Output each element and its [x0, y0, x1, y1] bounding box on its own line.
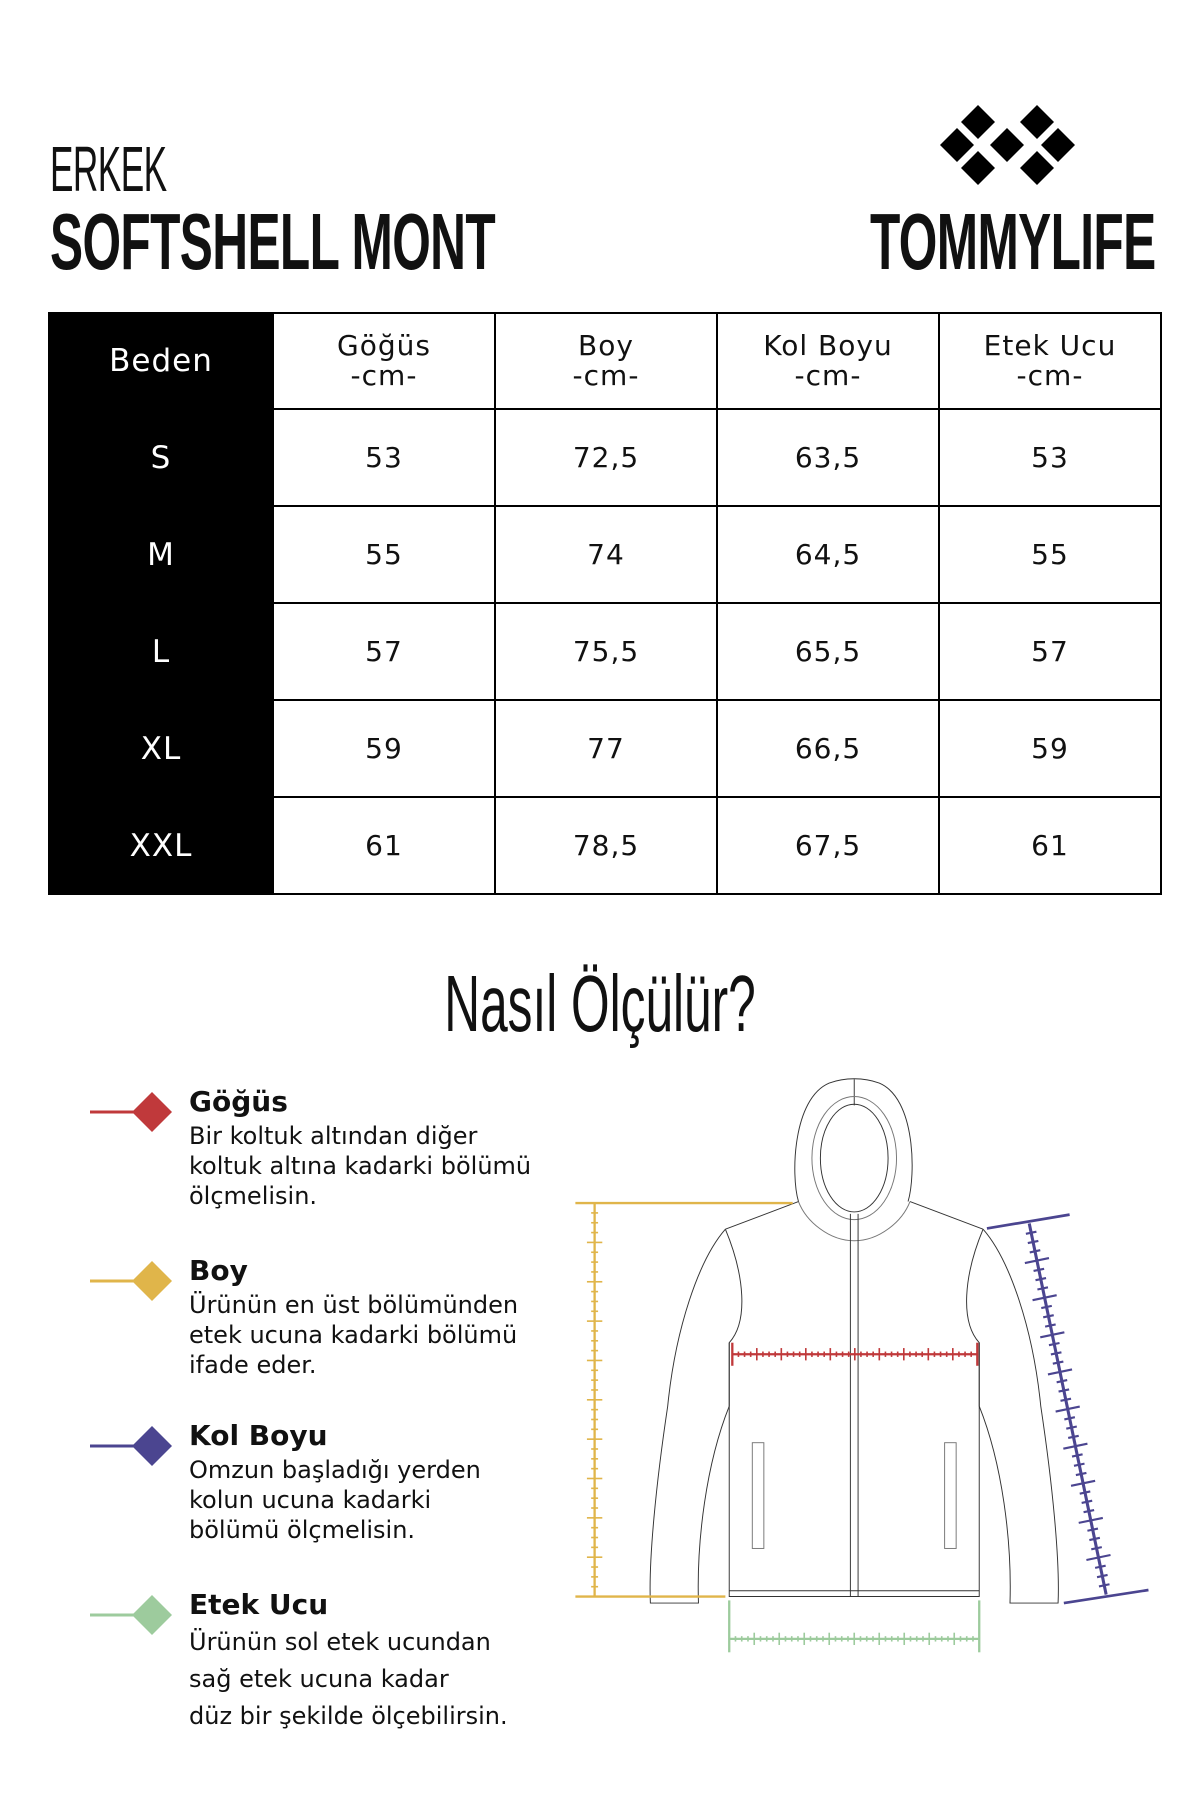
brand-logo-icon — [940, 105, 1075, 185]
kol-ruler-tick — [1078, 1516, 1104, 1524]
kol-ruler-tick — [1024, 1257, 1050, 1265]
value-cell: 63,5 — [716, 408, 940, 507]
value-cell: 53 — [938, 408, 1162, 507]
kol-ruler-tick — [1087, 1527, 1099, 1532]
value-cell: 61 — [938, 796, 1162, 895]
kol-ruler-tick — [1033, 1267, 1045, 1273]
kol-ruler-tick — [1071, 1453, 1083, 1458]
table-header-row: Beden Göğüs -cm- Boy -cm- Kol Boyu -cm- Ete… — [48, 312, 1162, 410]
value-cell: 67,5 — [716, 796, 940, 895]
size-cell: M — [48, 505, 274, 604]
legend-heading: Etek Ucu — [189, 1588, 329, 1621]
kol-ruler-tick — [1070, 1479, 1096, 1487]
value-cell: 59 — [272, 699, 496, 798]
legend-text: Bir koltuk altından diğer koltuk altına k… — [189, 1122, 532, 1210]
kol-ruler-tick — [1094, 1564, 1106, 1569]
kol-ruler-tick — [1042, 1314, 1054, 1319]
page-title: SOFTSHELL MONT — [50, 197, 496, 286]
table-row: L 57 75,5 65,5 57 — [48, 602, 1162, 701]
guide-title: Nasıl Ölçülür? — [444, 959, 756, 1048]
kol-ruler-tick — [1032, 1294, 1057, 1302]
legend-text: Omzun başladığı yerden kolun ucuna kadark… — [189, 1456, 481, 1544]
subtitle: ERKEK — [50, 133, 167, 205]
kol-ruler-tick — [1063, 1442, 1088, 1450]
kol-ruler-tick — [1098, 1583, 1110, 1588]
kol-ruler-tick — [1081, 1499, 1093, 1504]
kol-ruler-tick — [1075, 1471, 1087, 1477]
kol-ruler-tick — [1096, 1573, 1108, 1579]
kol-ruler-tick — [1091, 1546, 1103, 1551]
kol-ruler-tick — [1035, 1276, 1047, 1282]
kol-ruler-tick — [1060, 1397, 1072, 1402]
red-diamond-marker-icon — [90, 1092, 172, 1132]
kol-ruler-tick — [1037, 1286, 1049, 1291]
value-cell: 77 — [494, 699, 718, 798]
kol-ruler-tick — [1044, 1323, 1056, 1328]
jacket-outline — [649, 1078, 1059, 1604]
table-row: XXL 61 78,5 67,5 61 — [48, 796, 1162, 895]
column-header: Göğüs -cm- — [272, 312, 496, 410]
legend-heading: Göğüs — [189, 1085, 288, 1118]
kol-bottom-cap — [1063, 1588, 1149, 1605]
kol-top-cap — [986, 1213, 1070, 1230]
size-cell: S — [48, 408, 274, 507]
kol-ruler-tick — [1048, 1341, 1060, 1347]
kol-ruler-tick — [1027, 1239, 1039, 1245]
kol-ruler-tick — [1052, 1360, 1064, 1365]
value-cell: 57 — [938, 602, 1162, 701]
kol-ruler-tick — [1040, 1331, 1065, 1339]
legend-text: Ürünün sol etek ucundan sağ etek ucuna ka… — [189, 1628, 508, 1730]
kol-ruler-tick — [1058, 1388, 1070, 1393]
kol-ruler-tick — [1025, 1230, 1037, 1235]
value-cell: 72,5 — [494, 408, 718, 507]
size-cell: XXL — [48, 796, 274, 895]
kol-ruler-tick — [1029, 1249, 1041, 1254]
legend-text: Ürünün en üst bölümünden etek ucuna kadar… — [189, 1291, 519, 1379]
value-cell: 66,5 — [716, 699, 940, 798]
column-header: Etek Ucu -cm- — [938, 312, 1162, 410]
green-diamond-marker-icon — [90, 1595, 172, 1635]
kol-ruler-tick — [1056, 1379, 1068, 1384]
brand-name: TOMMYLIFE — [870, 197, 1156, 286]
value-cell: 55 — [272, 505, 496, 604]
kol-ruler-tick — [1066, 1425, 1078, 1430]
value-cell: 53 — [272, 408, 496, 507]
size-cell: XL — [48, 699, 274, 798]
kol-ruler-tick — [1079, 1490, 1091, 1495]
value-cell: 57 — [272, 602, 496, 701]
legend-heading: Kol Boyu — [189, 1419, 328, 1452]
size-table: Beden Göğüs -cm- Boy -cm- Kol Boyu -cm- Ete… — [48, 312, 1162, 895]
value-cell: 61 — [272, 796, 496, 895]
kol-ruler-tick — [1064, 1416, 1076, 1421]
column-header: Kol Boyu -cm- — [716, 312, 940, 410]
value-cell: 55 — [938, 505, 1162, 604]
value-cell: 74 — [494, 505, 718, 604]
kol-ruler-tick — [1089, 1536, 1101, 1542]
value-cell: 64,5 — [716, 505, 940, 604]
kol-ruler-tick — [1067, 1434, 1079, 1440]
value-cell: 65,5 — [716, 602, 940, 701]
table-row: S 53 72,5 63,5 53 — [48, 408, 1162, 507]
value-cell: 78,5 — [494, 796, 718, 895]
kol-ruler-tick — [1083, 1508, 1095, 1514]
value-cell: 75,5 — [494, 602, 718, 701]
kol-ruler-tick — [1086, 1553, 1111, 1562]
kol-ruler-tick — [1041, 1304, 1053, 1310]
purple-diamond-marker-icon — [90, 1426, 172, 1466]
table-row: XL 59 77 66,5 59 — [48, 699, 1162, 798]
legend-heading: Boy — [189, 1254, 248, 1287]
table-row: M 55 74 64,5 55 — [48, 505, 1162, 604]
kol-ruler-tick — [1073, 1462, 1085, 1467]
kol-ruler-tick — [1047, 1368, 1073, 1376]
kol-ruler-tick — [1050, 1351, 1062, 1356]
size-cell: L — [48, 602, 274, 701]
kol-ruler-tick — [1055, 1405, 1080, 1413]
size-header: Beden — [48, 312, 274, 410]
jacket-diagram — [575, 1078, 1149, 1653]
yellow-diamond-marker-icon — [90, 1261, 172, 1301]
column-header: Boy -cm- — [494, 312, 718, 410]
value-cell: 59 — [938, 699, 1162, 798]
